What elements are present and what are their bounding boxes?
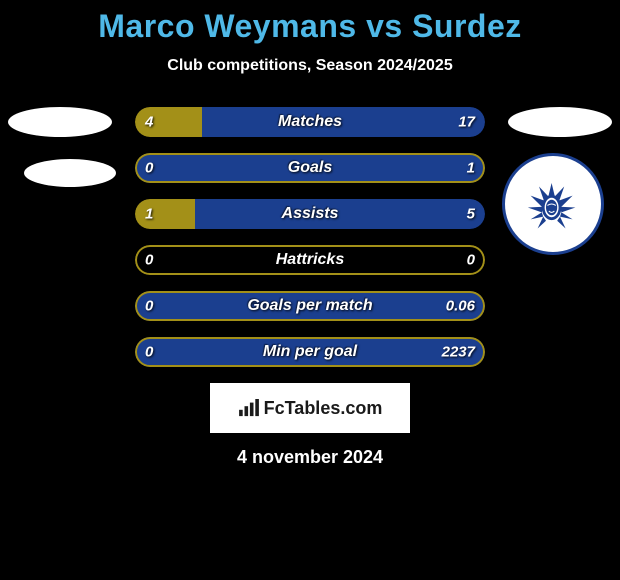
stat-row: 1Assists5 xyxy=(135,199,485,229)
stat-value-right: 0.06 xyxy=(446,298,475,315)
headdress-icon xyxy=(518,169,588,239)
stat-label: Hattricks xyxy=(135,251,485,269)
subtitle: Club competitions, Season 2024/2025 xyxy=(0,57,620,75)
chart-area: 4Matches170Goals11Assists50Hattricks00Go… xyxy=(0,107,620,367)
stat-value-right: 0 xyxy=(467,252,475,269)
stat-value-right: 5 xyxy=(467,206,475,223)
left-team-badge-1 xyxy=(8,107,112,137)
stat-label: Min per goal xyxy=(135,343,485,361)
branding-text: FcTables.com xyxy=(264,398,383,419)
stat-label: Goals per match xyxy=(135,297,485,315)
stat-value-right: 17 xyxy=(458,114,475,131)
date-text: 4 november 2024 xyxy=(0,447,620,468)
page-title: Marco Weymans vs Surdez xyxy=(0,8,620,45)
left-team-badge-2 xyxy=(24,159,116,187)
stat-value-right: 1 xyxy=(467,160,475,177)
stat-row: 0Min per goal2237 xyxy=(135,337,485,367)
stat-value-right: 2237 xyxy=(442,344,475,361)
stat-row: 0Hattricks0 xyxy=(135,245,485,275)
branding-chart-icon xyxy=(238,399,260,417)
comparison-bars: 4Matches170Goals11Assists50Hattricks00Go… xyxy=(135,107,485,367)
stat-label: Matches xyxy=(135,113,485,131)
stat-row: 0Goals1 xyxy=(135,153,485,183)
stat-row: 4Matches17 xyxy=(135,107,485,137)
stat-label: Assists xyxy=(135,205,485,223)
infographic-root: Marco Weymans vs Surdez Club competition… xyxy=(0,0,620,468)
right-team-badge-2 xyxy=(502,153,604,255)
branding-badge: FcTables.com xyxy=(210,383,410,433)
right-team-badge-1 xyxy=(508,107,612,137)
stat-row: 0Goals per match0.06 xyxy=(135,291,485,321)
stat-label: Goals xyxy=(135,159,485,177)
